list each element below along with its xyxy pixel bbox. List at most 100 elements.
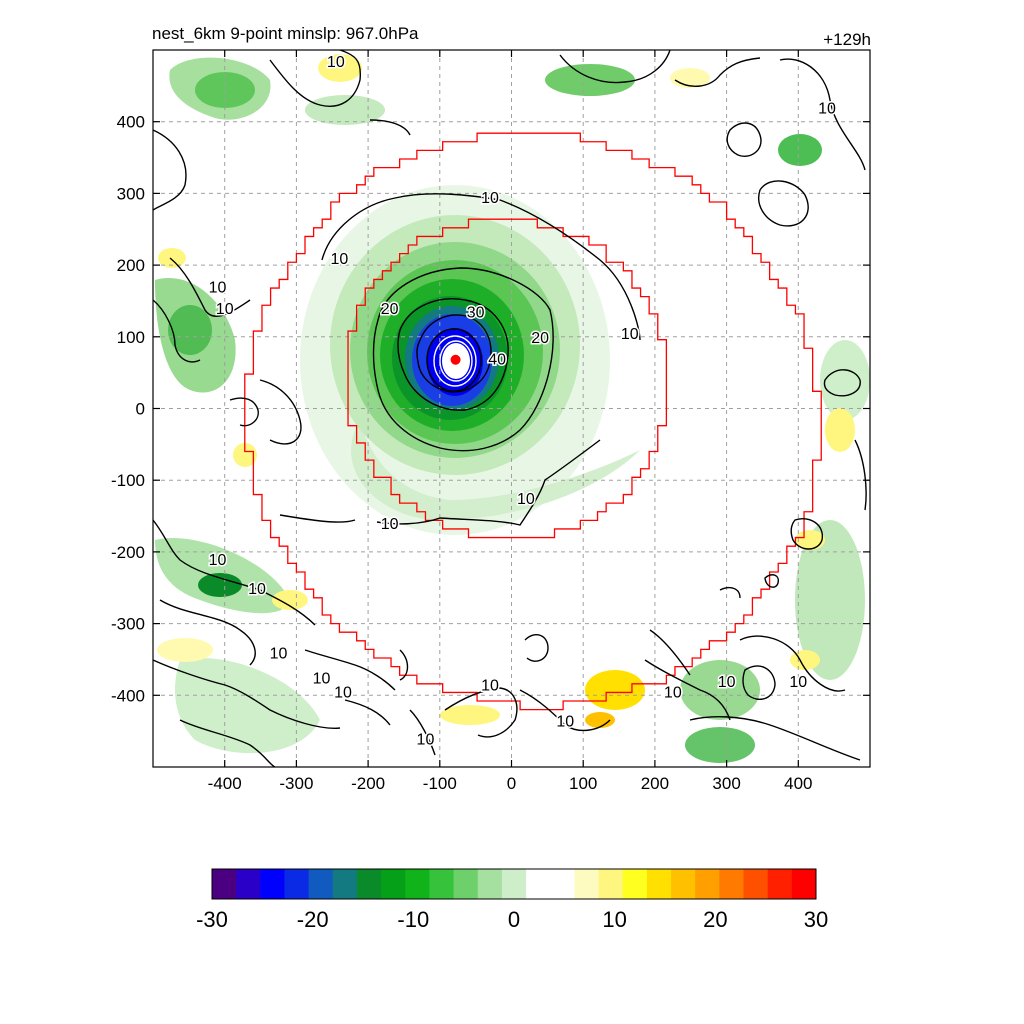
- contour-ne-1: [559, 50, 671, 84]
- contour-n: [269, 50, 362, 107]
- contour-ne-2: [674, 57, 761, 87]
- contour-nw-2: [153, 129, 187, 211]
- field-patch-se-3: [685, 727, 755, 763]
- contour-label: 10: [818, 100, 836, 117]
- contour-label: 10: [789, 674, 807, 691]
- colorbar-swatch: [695, 869, 720, 899]
- contour-label: 10: [556, 713, 574, 730]
- contour-sw-3: [153, 659, 341, 729]
- contour-s-1: [304, 649, 396, 691]
- colorbar-swatch: [743, 869, 769, 899]
- field-rainband-south: [351, 420, 640, 520]
- contour-label: 10: [327, 54, 345, 71]
- contour-ne-3: [726, 122, 762, 157]
- outer-ring: [244, 132, 822, 711]
- analysis-region-rings: [244, 132, 822, 711]
- field-yellow-s2: [585, 670, 645, 710]
- field-patch-n: [305, 95, 385, 125]
- colorbar-swatch: [236, 869, 261, 899]
- x-tick-label: 0: [507, 774, 516, 793]
- contour-sw-1: [153, 519, 316, 626]
- colorbar-tick-label: -20: [297, 907, 329, 932]
- colorbar-swatch: [260, 869, 285, 899]
- contour-label: 10: [481, 678, 499, 695]
- contour-10-main: [321, 193, 641, 341]
- x-tick-label: 400: [784, 774, 812, 793]
- contour-label: 10: [209, 280, 227, 297]
- x-axis: -400 -300 -200 -100 0 100 200 300 400: [208, 50, 812, 793]
- x-tick-label: -300: [279, 774, 313, 793]
- contour-s-6: [524, 634, 549, 662]
- field-patch-e: [820, 340, 870, 420]
- field-yellow-nw: [158, 248, 186, 268]
- y-tick-label: -300: [111, 615, 145, 634]
- y-tick-label: 0: [136, 400, 145, 419]
- x-tick-label: 300: [712, 774, 740, 793]
- eye-contour-1: [447, 350, 465, 372]
- colorbar-swatch: [550, 869, 575, 899]
- contour-nw-1: [169, 257, 251, 317]
- forecast-hour-label: +129h: [823, 30, 871, 49]
- contour-w-3: [259, 379, 302, 445]
- contour-se-7: [689, 716, 861, 761]
- colorbar-tick-label: 0: [508, 907, 520, 932]
- plot-title: nest_6km 9-point minslp: 967.0hPa: [152, 24, 419, 43]
- contour-label: 10: [334, 685, 352, 702]
- colorbar-swatch: [671, 869, 696, 899]
- field-yellow-sw: [272, 590, 308, 610]
- contour-label: 10: [664, 685, 682, 702]
- colorbar-swatch: [212, 869, 237, 899]
- field-patch-ne-2: [778, 134, 822, 166]
- field-yellow-s1: [157, 638, 213, 662]
- field-patch-sw-2: [198, 573, 242, 597]
- colorbar-swatch: [453, 869, 479, 899]
- contour-sw-4: [179, 719, 276, 767]
- colorbar-swatch: [284, 869, 310, 899]
- contour-label: 10: [209, 552, 227, 569]
- contour-label: 20: [381, 301, 399, 318]
- field-yellow-se-2: [790, 650, 820, 670]
- contour-label: 10: [313, 670, 331, 687]
- contour-label: 10: [331, 251, 349, 268]
- y-tick-label: 100: [117, 328, 145, 347]
- field-yellow-se: [795, 530, 825, 550]
- eye-contour-3: [439, 340, 473, 382]
- contour-lines: [153, 50, 867, 767]
- contour-ne-4: [779, 58, 866, 171]
- eye-contour-2: [443, 345, 469, 377]
- contour-label: 10: [216, 301, 234, 318]
- contour-20: [372, 267, 554, 452]
- eye-contour-4: [433, 335, 477, 387]
- field-yellow-e: [825, 408, 855, 452]
- contour-s-7: [519, 689, 611, 732]
- colorbar-swatch: [622, 869, 648, 899]
- colorbar-swatch: [405, 869, 430, 899]
- contour-label: 10: [621, 326, 639, 343]
- contour-e-2: [854, 439, 867, 511]
- contour-label: 10: [481, 190, 499, 207]
- field-yellow-nw-2: [233, 443, 257, 467]
- storm-center-marker: [450, 354, 461, 365]
- colorbar-swatch: [381, 869, 406, 899]
- contour-se-6: [719, 586, 741, 599]
- field-patch-ne: [545, 64, 635, 96]
- colorbar-swatch: [477, 869, 503, 899]
- colorbar-tick-label: 10: [602, 907, 626, 932]
- colorbar-swatch: [598, 869, 624, 899]
- colorbar-tick-label: -30: [196, 907, 228, 932]
- field-patch-se-2: [680, 660, 760, 720]
- contour-label: 30: [467, 305, 485, 322]
- contour-e-1: [823, 369, 861, 397]
- colorbar-swatch: [308, 869, 334, 899]
- field-yellow-n: [318, 54, 362, 82]
- contour-se-1: [644, 659, 731, 721]
- colorbar-swatch: [356, 869, 382, 899]
- x-tick-label: 100: [569, 774, 597, 793]
- contour-label: 10: [718, 674, 736, 691]
- y-tick-label: 300: [117, 184, 145, 203]
- y-tick-label: -400: [111, 686, 145, 705]
- y-tick-label: -200: [111, 543, 145, 562]
